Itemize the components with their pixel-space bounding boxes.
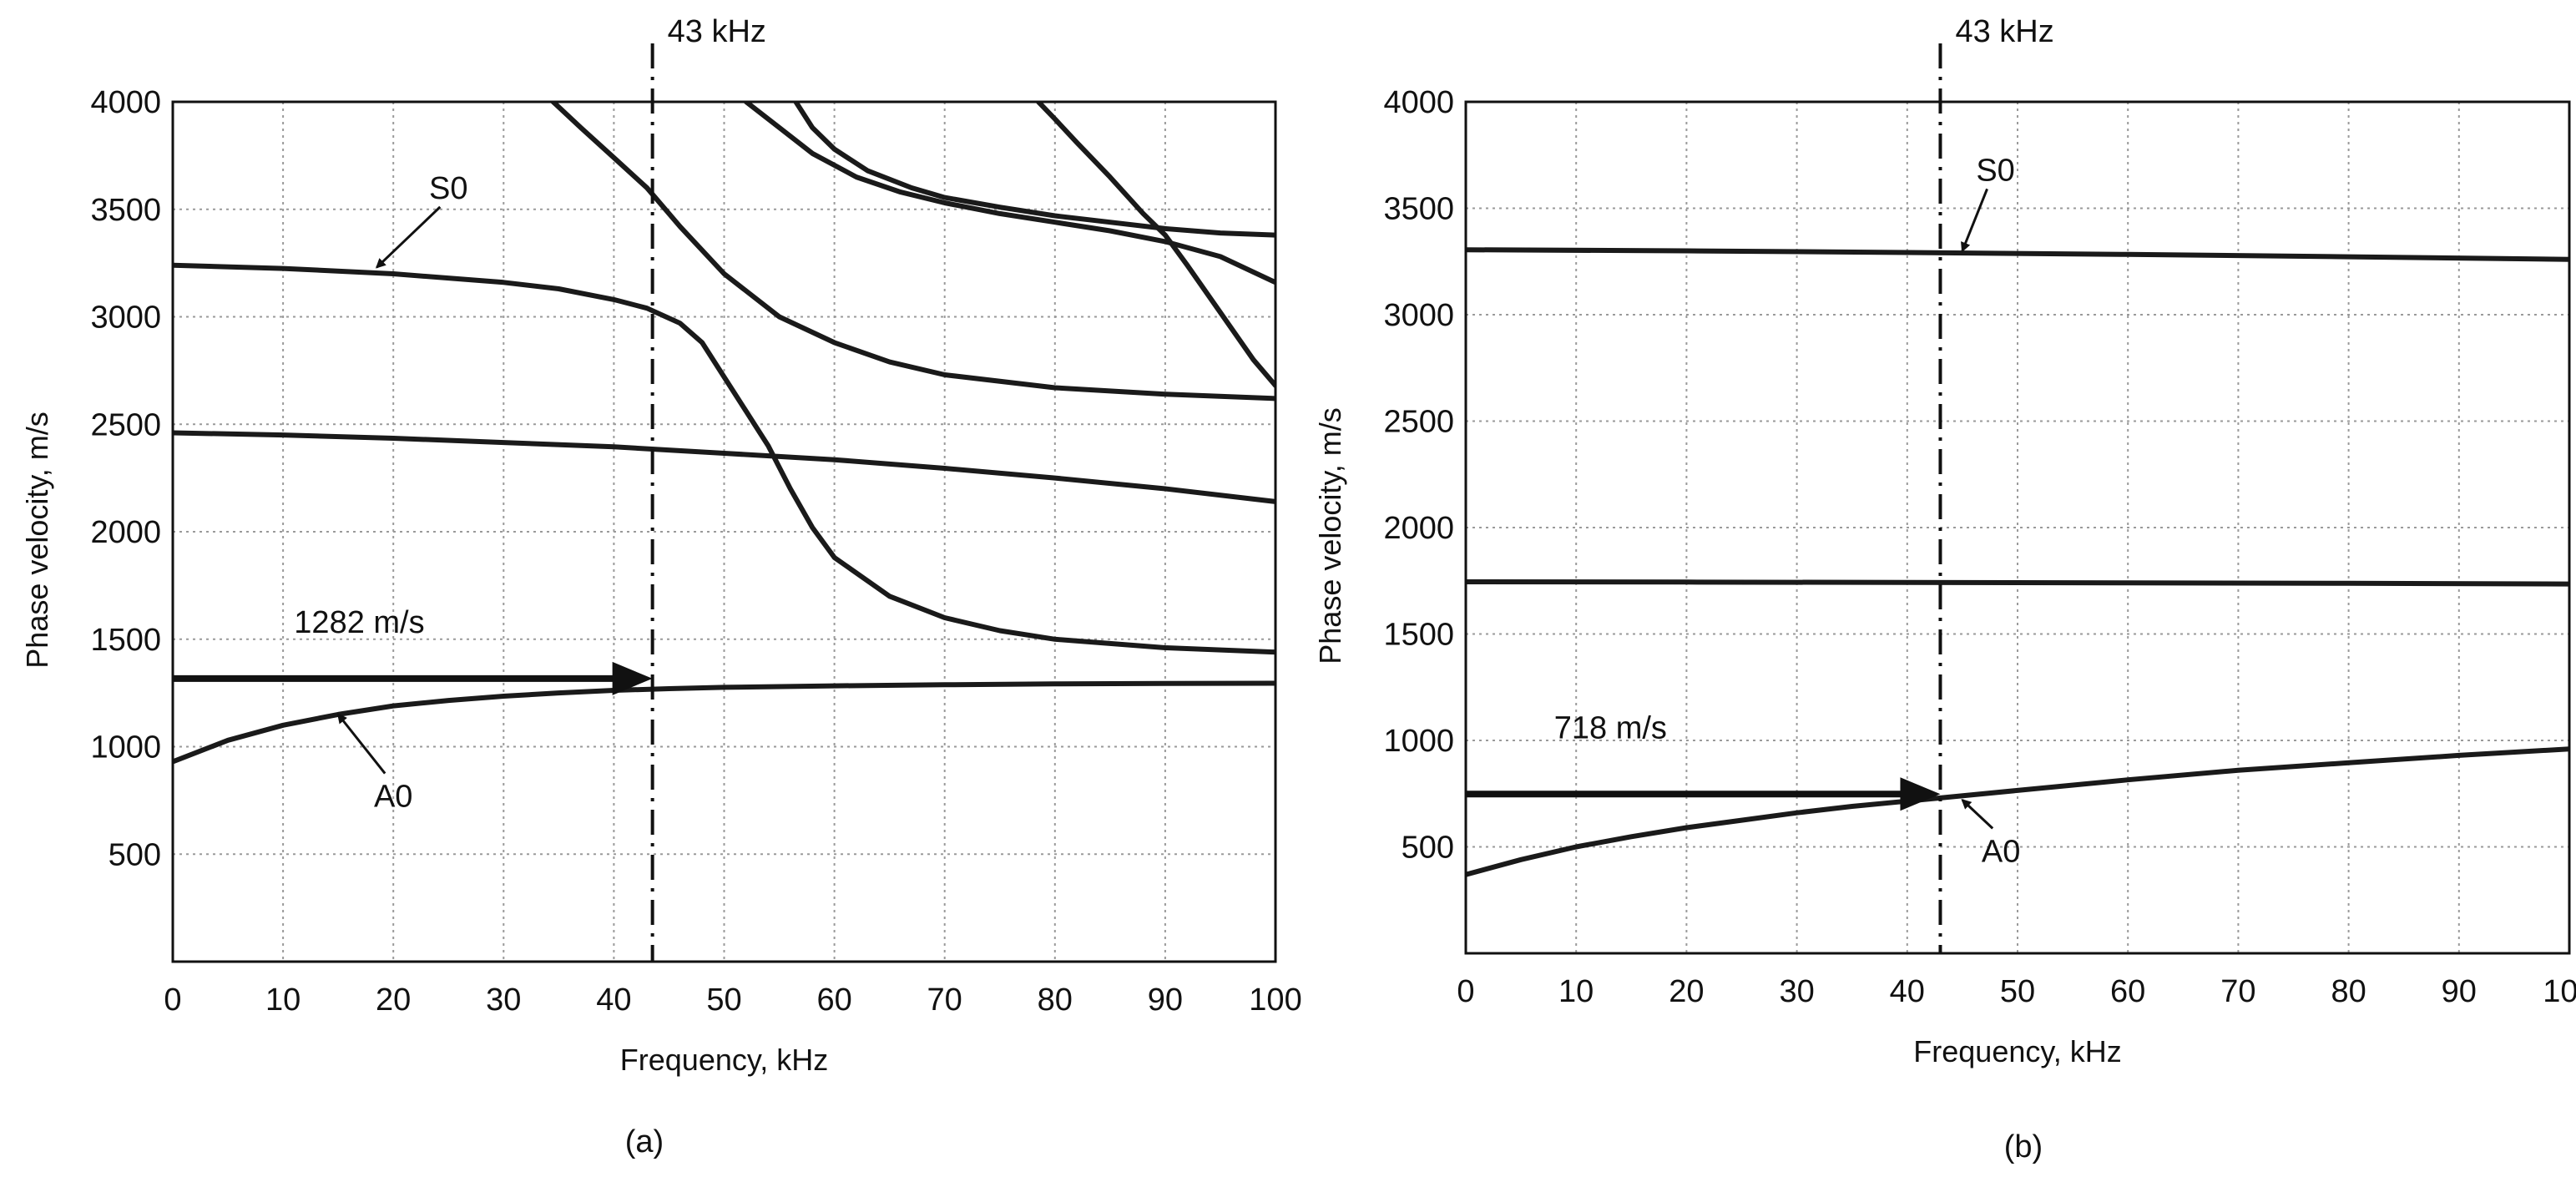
x-tick-label: 20 (1669, 974, 1704, 1009)
mode-label-A0: A0 (1982, 834, 2020, 869)
x-tick-label: 80 (2331, 974, 2366, 1009)
x-axis-label: Frequency, kHz (1913, 1034, 2121, 1068)
series-line-A0 (173, 680, 1275, 765)
x-tick-label: 60 (2110, 974, 2145, 1009)
y-tick-label: 2500 (90, 407, 161, 442)
x-tick-label: 40 (1890, 974, 1925, 1009)
x-tick-label: 0 (164, 983, 181, 1018)
series-line-mode-3 (173, 430, 1275, 504)
y-tick-label: 3500 (90, 193, 161, 228)
x-axis-label: Frequency, kHz (620, 1043, 828, 1077)
plot-frame (171, 100, 1277, 963)
series-line-S0 (173, 262, 1275, 655)
y-tick-label: 2000 (90, 515, 161, 550)
y-tick-label: 2500 (1383, 405, 1454, 440)
y-axis-label: Phase velocity, m/s (20, 412, 54, 668)
frequency-marker-label: 43 kHz (668, 14, 766, 49)
series-line-A0 (1466, 746, 2569, 877)
y-tick-label: 1500 (90, 623, 161, 658)
series-line-mode-7 (1036, 102, 1275, 388)
panel-caption: (b) (2004, 1129, 2043, 1164)
value-arrow-head (612, 661, 653, 695)
x-tick-label: 50 (706, 983, 741, 1018)
mode-pointer-S0 (1961, 188, 1988, 253)
y-tick-label: 500 (1402, 831, 1454, 866)
x-tick-label: 90 (2442, 974, 2477, 1009)
mode-pointer-S0 (375, 205, 442, 269)
x-tick-label: 40 (596, 983, 631, 1018)
x-tick-label: 10 (265, 983, 301, 1018)
y-tick-label: 4000 (1383, 85, 1454, 120)
mode-pointer-A0 (336, 713, 386, 775)
x-tick-label: 100 (2543, 974, 2576, 1009)
y-tick-label: 4000 (90, 85, 161, 120)
x-tick-label: 70 (2220, 974, 2255, 1009)
chart-panel-b: 0 10 20 30 40 50 60 70 80 90 100 500 1000 1500 2000 250… (1313, 14, 2576, 1164)
y-axis-label: Phase velocity, m/s (1313, 407, 1347, 664)
y-tick-label: 1000 (1383, 724, 1454, 759)
y-tick-label: 1000 (90, 730, 161, 765)
x-tick-label: 60 (816, 983, 851, 1018)
panel-caption: (a) (625, 1124, 664, 1159)
y-tick-label: 500 (109, 837, 161, 872)
value-arrow-head (1900, 777, 1941, 811)
x-tick-label: 10 (1558, 974, 1594, 1009)
y-tick-label: 2000 (1383, 511, 1454, 546)
x-tick-label: 50 (2000, 974, 2035, 1009)
plot-frame (1464, 100, 2571, 955)
mode-label-A0: A0 (374, 780, 412, 815)
mode-label-S0: S0 (1976, 153, 2014, 188)
x-tick-label: 80 (1038, 983, 1073, 1018)
x-tick-label: 0 (1457, 974, 1474, 1009)
y-tick-label: 1500 (1383, 618, 1454, 653)
y-tick-label: 3000 (90, 301, 161, 336)
x-tick-label: 70 (927, 983, 962, 1018)
frequency-marker-label: 43 kHz (1955, 14, 2053, 49)
series-line-mode-6 (793, 102, 1275, 238)
value-arrow-label: 1282 m/s (294, 605, 424, 640)
x-tick-label: 20 (376, 983, 411, 1018)
x-tick-label: 100 (1249, 983, 1301, 1018)
series-line-mode-4 (550, 102, 1275, 402)
chart-panel-a: 0 10 20 30 40 50 60 70 80 90 100 500 1000 1500 2000 250… (20, 14, 1302, 1159)
x-tick-label: 90 (1148, 983, 1183, 1018)
mode-pointer-A0 (1961, 799, 1994, 830)
x-tick-label: 30 (486, 983, 521, 1018)
series-line-mode-5 (743, 102, 1275, 285)
value-arrow-label: 718 m/s (1554, 710, 1667, 745)
y-tick-label: 3000 (1383, 298, 1454, 333)
series-line-S0 (1466, 247, 2569, 262)
y-tick-label: 3500 (1383, 192, 1454, 227)
x-tick-label: 30 (1779, 974, 1814, 1009)
series-line-SH0 (1466, 579, 2569, 587)
mode-label-S0: S0 (429, 171, 467, 206)
